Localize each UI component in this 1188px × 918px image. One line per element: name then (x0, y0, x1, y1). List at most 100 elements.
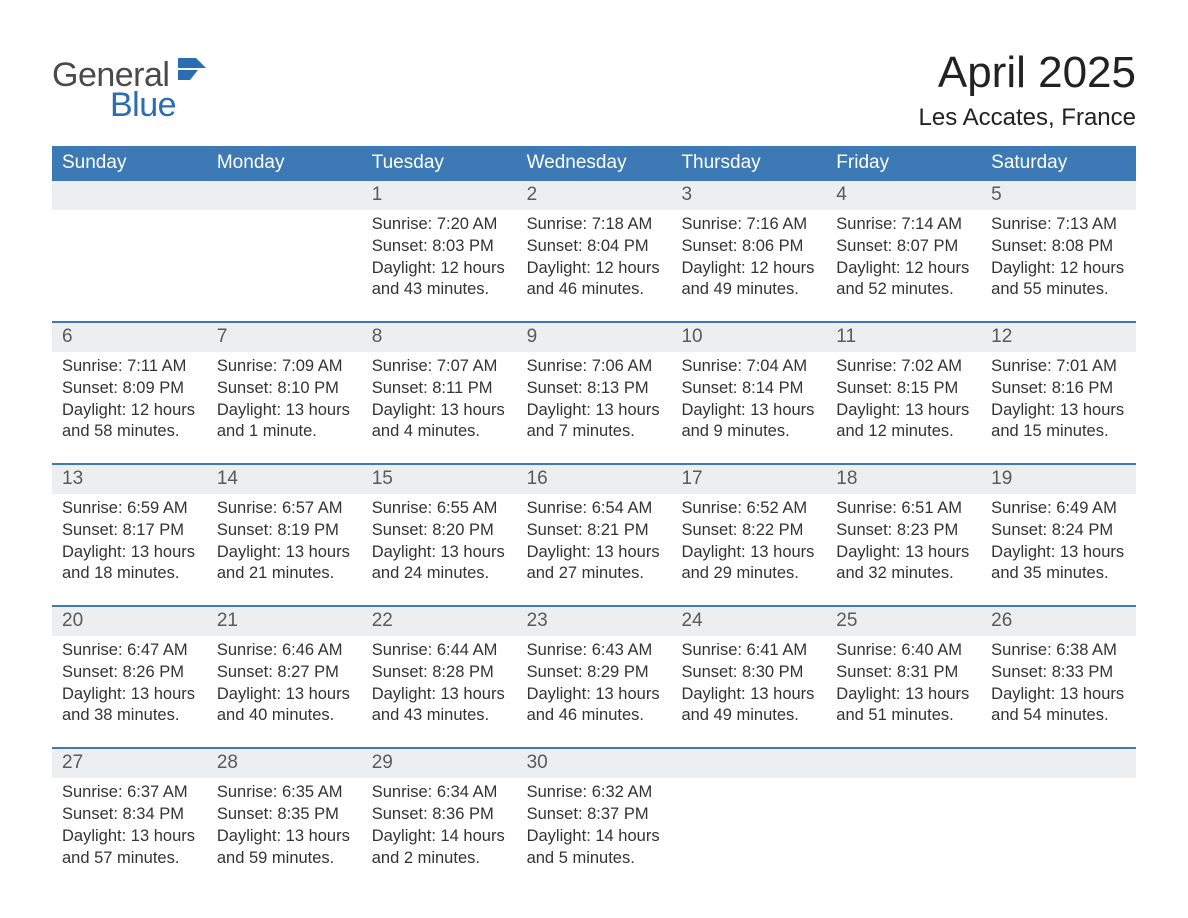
day-details: Sunrise: 7:11 AMSunset: 8:09 PMDaylight:… (52, 352, 207, 447)
dow-tuesday: Tuesday (362, 146, 517, 181)
day-detail-line: Sunrise: 7:07 AM (372, 356, 507, 378)
day-detail-line: and 27 minutes. (527, 563, 662, 585)
day-number: 24 (671, 607, 826, 636)
day-detail-line: Sunrise: 6:51 AM (836, 498, 971, 520)
day-detail-line: Sunset: 8:24 PM (991, 520, 1126, 542)
day-details: Sunrise: 7:06 AMSunset: 8:13 PMDaylight:… (517, 352, 672, 447)
day-detail-line: Sunrise: 7:04 AM (681, 356, 816, 378)
page-header: General Blue April 2025 Les Accates, Fra… (52, 48, 1136, 132)
day-detail-line: and 5 minutes. (527, 848, 662, 870)
day-detail-line: and 2 minutes. (372, 848, 507, 870)
day-detail-line: Daylight: 12 hours (527, 258, 662, 280)
day-detail-line: Sunrise: 6:43 AM (527, 640, 662, 662)
day-details: Sunrise: 6:32 AMSunset: 8:37 PMDaylight:… (517, 778, 672, 873)
day-number-row: 27282930 (52, 749, 1136, 778)
day-detail-line: Sunset: 8:04 PM (527, 236, 662, 258)
day-number: 8 (362, 323, 517, 352)
calendar-week: 13141516171819Sunrise: 6:59 AMSunset: 8:… (52, 463, 1136, 589)
day-content-row: Sunrise: 6:59 AMSunset: 8:17 PMDaylight:… (52, 494, 1136, 589)
day-detail-line: and 4 minutes. (372, 421, 507, 443)
day-detail-line: Sunrise: 6:37 AM (62, 782, 197, 804)
day-detail-line: Sunrise: 6:41 AM (681, 640, 816, 662)
dow-friday: Friday (826, 146, 981, 181)
day-detail-line: Sunrise: 7:06 AM (527, 356, 662, 378)
day-detail-line: Sunrise: 6:49 AM (991, 498, 1126, 520)
day-detail-line: Sunrise: 7:11 AM (62, 356, 197, 378)
day-detail-line: Sunset: 8:29 PM (527, 662, 662, 684)
day-detail-line: and 58 minutes. (62, 421, 197, 443)
day-detail-line: Daylight: 13 hours (681, 542, 816, 564)
day-number: 15 (362, 465, 517, 494)
day-detail-line: Daylight: 13 hours (527, 542, 662, 564)
day-detail-line: Sunrise: 6:35 AM (217, 782, 352, 804)
day-content-row: Sunrise: 7:11 AMSunset: 8:09 PM Daylight:… (52, 352, 1136, 447)
day-detail-line: Daylight: 13 hours (372, 400, 507, 422)
weeks-container: 12345Sunrise: 7:20 AMSunset: 8:03 PMDayl… (52, 181, 1136, 873)
day-detail-line: Daylight: 12 hours (836, 258, 971, 280)
day-detail-line: Sunset: 8:09 PM (62, 378, 197, 400)
brand-text-blue: Blue (110, 88, 208, 122)
day-detail-line: Sunset: 8:15 PM (836, 378, 971, 400)
dow-thursday: Thursday (671, 146, 826, 181)
day-number: 10 (671, 323, 826, 352)
brand-flag-icon (178, 58, 208, 85)
day-detail-line: Sunrise: 6:40 AM (836, 640, 971, 662)
day-detail-line: Sunrise: 6:47 AM (62, 640, 197, 662)
day-number: 29 (362, 749, 517, 778)
day-detail-line: and 9 minutes. (681, 421, 816, 443)
day-detail-line: Daylight: 13 hours (527, 684, 662, 706)
day-number: 12 (981, 323, 1136, 352)
day-detail-line: Daylight: 13 hours (217, 826, 352, 848)
day-detail-line: Sunrise: 6:54 AM (527, 498, 662, 520)
day-detail-line: and 49 minutes. (681, 279, 816, 301)
day-detail-line: Sunrise: 6:46 AM (217, 640, 352, 662)
day-detail-line: Daylight: 13 hours (372, 684, 507, 706)
day-number: 25 (826, 607, 981, 636)
calendar-grid: Sunday Monday Tuesday Wednesday Thursday… (52, 146, 1136, 873)
day-number: 4 (826, 181, 981, 210)
day-detail-line: Sunset: 8:23 PM (836, 520, 971, 542)
day-details (671, 778, 826, 873)
day-content-row: Sunrise: 6:37 AMSunset: 8:34 PMDaylight:… (52, 778, 1136, 873)
day-detail-line: Sunset: 8:13 PM (527, 378, 662, 400)
day-detail-line: Sunset: 8:03 PM (372, 236, 507, 258)
day-detail-line: and 46 minutes. (527, 705, 662, 727)
day-number: 22 (362, 607, 517, 636)
day-detail-line: and 59 minutes. (217, 848, 352, 870)
day-number-row: 6789101112 (52, 323, 1136, 352)
day-detail-line: Daylight: 13 hours (991, 400, 1126, 422)
day-detail-line: and 35 minutes. (991, 563, 1126, 585)
day-number (981, 749, 1136, 778)
day-detail-line: Sunrise: 6:55 AM (372, 498, 507, 520)
day-detail-line: and 29 minutes. (681, 563, 816, 585)
day-number: 7 (207, 323, 362, 352)
day-detail-line: and 51 minutes. (836, 705, 971, 727)
calendar-week: 12345Sunrise: 7:20 AMSunset: 8:03 PMDayl… (52, 181, 1136, 305)
day-detail-line: Daylight: 13 hours (217, 684, 352, 706)
day-number: 11 (826, 323, 981, 352)
title-block: April 2025 Les Accates, France (919, 48, 1136, 132)
day-number: 30 (517, 749, 672, 778)
day-detail-line: Sunrise: 7:18 AM (527, 214, 662, 236)
day-detail-line: Sunset: 8:36 PM (372, 804, 507, 826)
day-details (826, 778, 981, 873)
day-detail-line: and 38 minutes. (62, 705, 197, 727)
day-detail-line: and 32 minutes. (836, 563, 971, 585)
day-detail-line: Sunrise: 6:59 AM (62, 498, 197, 520)
day-number: 19 (981, 465, 1136, 494)
day-detail-line: Sunset: 8:11 PM (372, 378, 507, 400)
day-detail-line: and 43 minutes. (372, 705, 507, 727)
day-details: Sunrise: 7:04 AMSunset: 8:14 PMDaylight:… (671, 352, 826, 447)
day-number (52, 181, 207, 210)
day-detail-line: Sunset: 8:37 PM (527, 804, 662, 826)
day-detail-line: Sunset: 8:35 PM (217, 804, 352, 826)
day-detail-line: Daylight: 12 hours (681, 258, 816, 280)
day-detail-line: and 21 minutes. (217, 563, 352, 585)
dow-saturday: Saturday (981, 146, 1136, 181)
calendar-page: General Blue April 2025 Les Accates, Fra… (0, 0, 1188, 913)
day-details: Sunrise: 6:49 AMSunset: 8:24 PMDaylight:… (981, 494, 1136, 589)
day-detail-line: Sunset: 8:20 PM (372, 520, 507, 542)
day-detail-line: Sunrise: 7:02 AM (836, 356, 971, 378)
day-number: 20 (52, 607, 207, 636)
day-detail-line: and 52 minutes. (836, 279, 971, 301)
